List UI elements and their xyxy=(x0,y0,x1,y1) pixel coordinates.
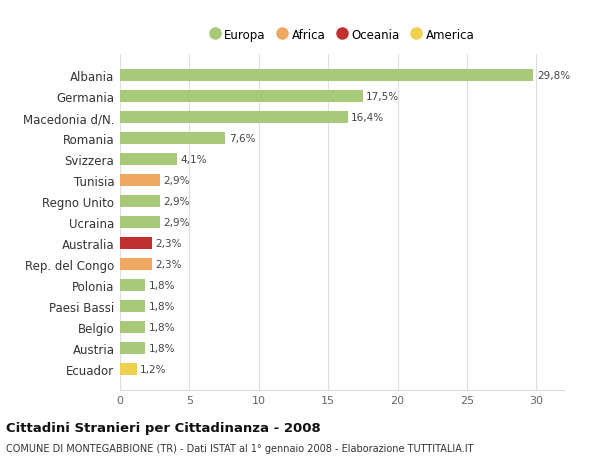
Text: 2,9%: 2,9% xyxy=(164,218,190,228)
Text: Cittadini Stranieri per Cittadinanza - 2008: Cittadini Stranieri per Cittadinanza - 2… xyxy=(6,421,321,434)
Text: 1,2%: 1,2% xyxy=(140,364,167,374)
Text: 2,3%: 2,3% xyxy=(155,239,182,248)
Bar xyxy=(120,70,533,82)
Bar xyxy=(120,154,177,166)
Text: 16,4%: 16,4% xyxy=(351,113,384,123)
Text: 1,8%: 1,8% xyxy=(148,302,175,311)
Bar xyxy=(120,259,152,270)
Text: COMUNE DI MONTEGABBIONE (TR) - Dati ISTAT al 1° gennaio 2008 - Elaborazione TUTT: COMUNE DI MONTEGABBIONE (TR) - Dati ISTA… xyxy=(6,443,473,453)
Bar xyxy=(120,112,347,123)
Bar xyxy=(120,322,145,333)
Bar xyxy=(120,133,226,145)
Text: 7,6%: 7,6% xyxy=(229,134,256,144)
Bar xyxy=(120,342,145,354)
Text: 17,5%: 17,5% xyxy=(366,92,400,102)
Legend: Europa, Africa, Oceania, America: Europa, Africa, Oceania, America xyxy=(205,24,479,46)
Bar xyxy=(120,217,160,229)
Text: 29,8%: 29,8% xyxy=(537,71,570,81)
Bar xyxy=(120,301,145,312)
Text: 2,3%: 2,3% xyxy=(155,259,182,269)
Bar xyxy=(120,280,145,291)
Text: 2,9%: 2,9% xyxy=(164,176,190,186)
Bar xyxy=(120,238,152,249)
Text: 1,8%: 1,8% xyxy=(148,343,175,353)
Bar xyxy=(120,175,160,186)
Text: 4,1%: 4,1% xyxy=(181,155,207,165)
Text: 1,8%: 1,8% xyxy=(148,322,175,332)
Text: 2,9%: 2,9% xyxy=(164,197,190,207)
Text: 1,8%: 1,8% xyxy=(148,280,175,291)
Bar xyxy=(120,196,160,207)
Bar xyxy=(120,364,137,375)
Bar xyxy=(120,91,363,103)
